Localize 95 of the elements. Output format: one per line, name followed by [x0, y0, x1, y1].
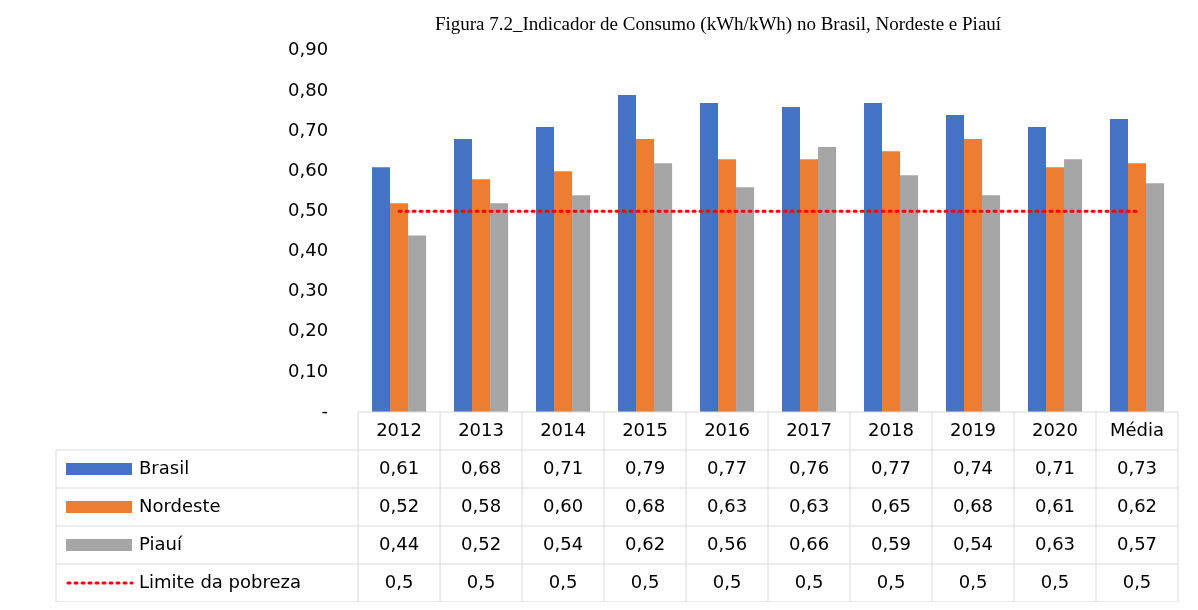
- data-label: 0,5: [712, 570, 742, 592]
- legend-label: Brasil: [139, 456, 190, 478]
- data-label: 0,54: [543, 532, 584, 554]
- bar: [818, 147, 837, 412]
- data-label: 0,73: [1116, 456, 1158, 478]
- data-label: 0,71: [1034, 456, 1076, 478]
- data-label: 0,56: [707, 532, 748, 554]
- x-tick-label: 2016: [704, 418, 750, 440]
- data-label: 0,52: [379, 494, 420, 516]
- data-label: 0,5: [384, 570, 414, 592]
- bar: [945, 115, 964, 412]
- data-label: 0,66: [789, 532, 830, 554]
- y-tick-label: -: [321, 399, 329, 421]
- bar: [863, 102, 883, 412]
- y-tick-label: 0,60: [288, 158, 329, 180]
- legend-label: Piauí: [139, 532, 183, 554]
- bar: [572, 195, 591, 412]
- data-label: 0,76: [789, 456, 830, 478]
- x-tick-label: Média: [1109, 418, 1165, 440]
- data-label: 0,68: [625, 494, 666, 516]
- legend-label: Nordeste: [139, 494, 221, 516]
- data-label: 0,57: [1116, 532, 1158, 554]
- bar: [900, 175, 919, 412]
- x-tick-label: 2017: [786, 418, 832, 440]
- bar: [636, 139, 655, 412]
- data-label: 0,77: [870, 456, 912, 478]
- x-tick-label: 2015: [622, 418, 668, 440]
- bar: [982, 195, 1001, 412]
- x-tick-label: 2013: [458, 418, 504, 440]
- data-label: 0,65: [870, 494, 912, 516]
- data-label: 0,68: [952, 494, 994, 516]
- data-label: 0,71: [543, 456, 584, 478]
- y-tick-label: 0,40: [288, 239, 329, 261]
- data-label: 0,5: [1040, 570, 1070, 592]
- bar: [1146, 183, 1165, 412]
- data-label: 0,5: [630, 570, 660, 592]
- data-label: 0,5: [794, 570, 824, 592]
- bar: [617, 94, 637, 412]
- y-tick-label: 0,80: [288, 78, 329, 100]
- bar: [372, 167, 391, 412]
- data-label: 0,44: [379, 532, 420, 554]
- y-tick-label: 0,50: [288, 199, 329, 221]
- y-tick-label: 0,30: [288, 279, 329, 301]
- x-tick-label: 2014: [540, 418, 586, 440]
- data-label: 0,77: [707, 456, 748, 478]
- data-label: 0,62: [1116, 494, 1158, 516]
- data-label: 0,5: [1122, 570, 1152, 592]
- data-label: 0,5: [958, 570, 988, 592]
- data-label: 0,52: [461, 532, 502, 554]
- x-tick-label: 2018: [868, 418, 914, 440]
- y-tick-label: 0,90: [288, 38, 329, 60]
- data-label: 0,58: [461, 494, 502, 516]
- bar: [490, 203, 509, 412]
- y-tick-label: 0,70: [288, 118, 329, 140]
- bar: [882, 151, 901, 412]
- data-label: 0,61: [379, 456, 420, 478]
- bar: [1045, 167, 1065, 412]
- bar: [699, 102, 719, 412]
- data-label: 0,59: [870, 532, 912, 554]
- chart-title: Figura 7.2_Indicador de Consumo (kWh/kWh) no Brasil, Nordeste e Piauí: [434, 13, 1002, 36]
- bar: [1127, 163, 1147, 412]
- data-label: 0,63: [707, 494, 748, 516]
- data-label: 0,62: [625, 532, 666, 554]
- data-label: 0,63: [789, 494, 830, 516]
- data-label: 0,5: [876, 570, 906, 592]
- bar: [736, 187, 755, 412]
- data-label: 0,60: [543, 494, 584, 516]
- y-tick-label: 0,10: [288, 359, 329, 381]
- bar: [390, 203, 409, 412]
- bar: [1027, 127, 1046, 412]
- bar: [1064, 159, 1083, 412]
- y-tick-label: 0,20: [288, 319, 329, 341]
- bar: [654, 163, 673, 412]
- data-label: 0,79: [625, 456, 666, 478]
- data-label: 0,63: [1034, 532, 1076, 554]
- bar: [454, 139, 473, 412]
- bar: [408, 235, 427, 412]
- bar: [472, 179, 491, 412]
- bar: [536, 127, 555, 412]
- data-label: 0,5: [466, 570, 496, 592]
- bar: [800, 159, 819, 412]
- x-tick-label: 2019: [950, 418, 996, 440]
- data-label: 0,61: [1034, 494, 1076, 516]
- x-tick-label: 2020: [1032, 418, 1078, 440]
- bar: [964, 139, 983, 412]
- data-label: 0,5: [548, 570, 578, 592]
- x-tick-label: 2012: [376, 418, 422, 440]
- legend-label: Limite da pobreza: [139, 570, 302, 592]
- bar: [554, 171, 573, 412]
- bar: [781, 106, 801, 412]
- bar: [1109, 119, 1128, 412]
- bar: [718, 159, 737, 412]
- data-label: 0,68: [461, 456, 502, 478]
- data-label: 0,74: [952, 456, 994, 478]
- data-label: 0,54: [952, 532, 994, 554]
